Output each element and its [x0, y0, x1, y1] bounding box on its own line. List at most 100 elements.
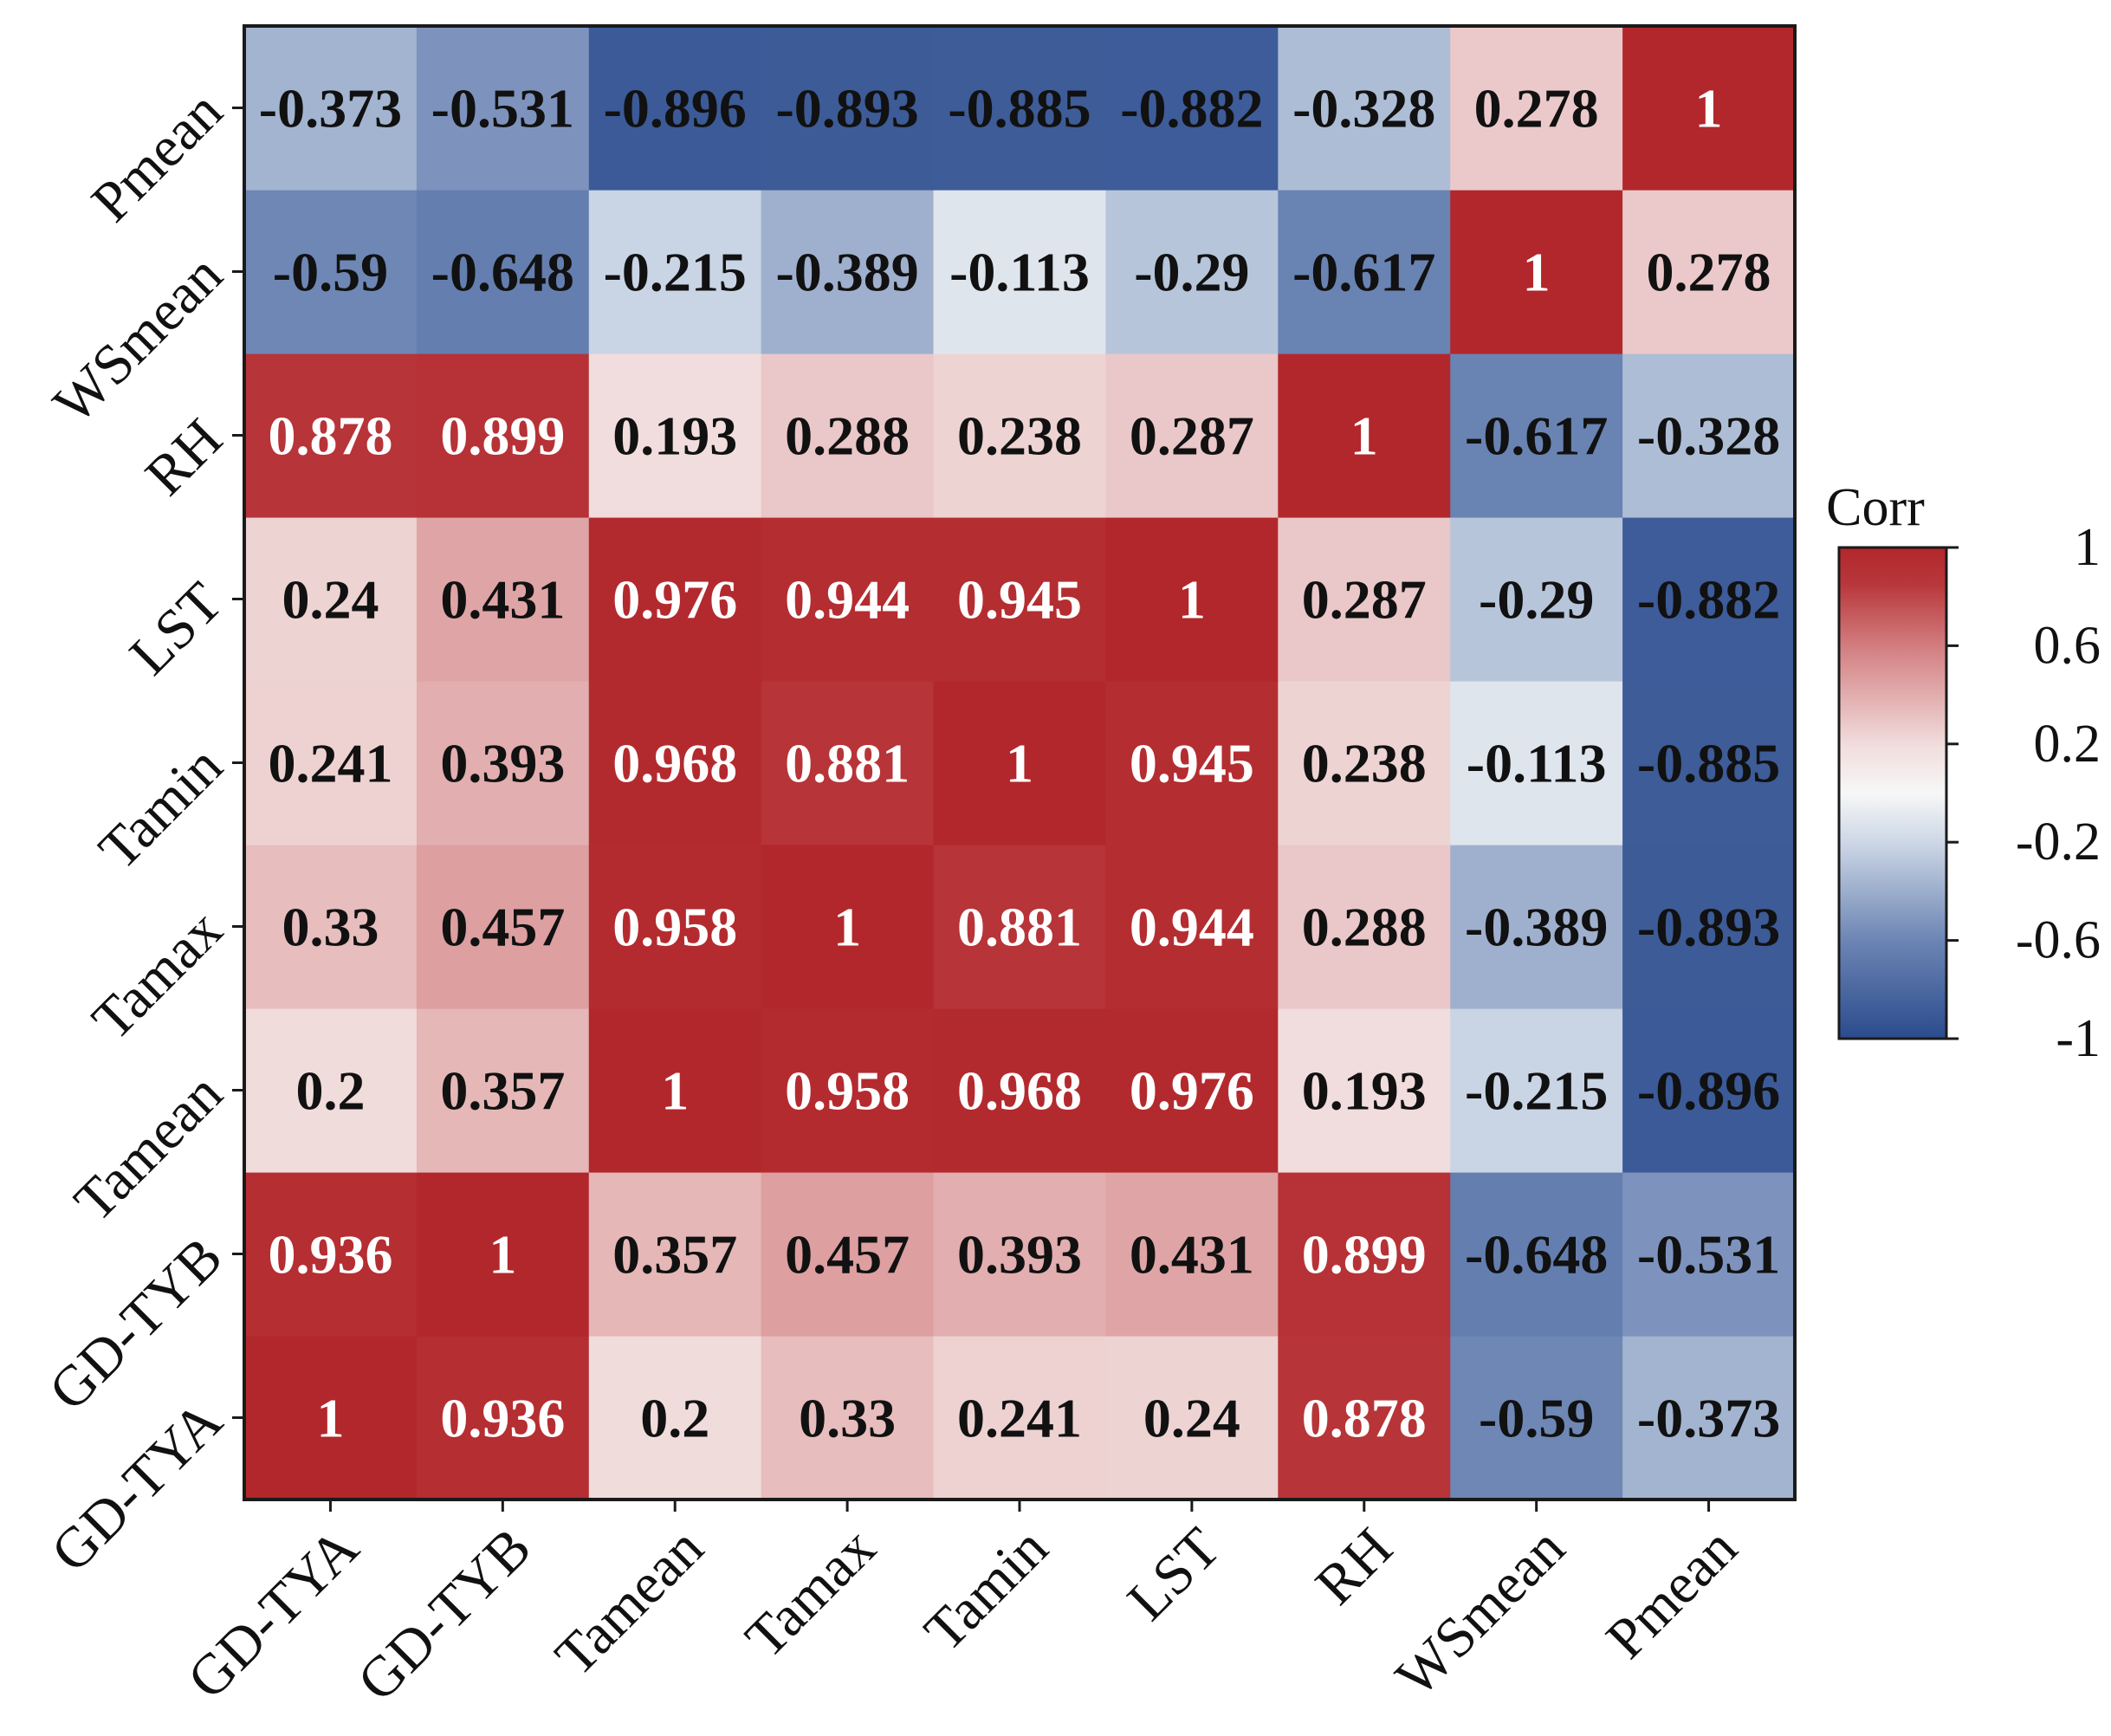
heatmap-cell-Tamax-WSmean — [1450, 845, 1623, 1009]
cell-value-label: -0.893 — [775, 78, 918, 139]
cell-value-label: 0.976 — [612, 569, 737, 631]
heatmap-cell-Tamax-Pmean — [1622, 845, 1796, 1009]
heatmap-cell-Tamin-WSmean — [1450, 681, 1623, 845]
heatmap-cell-WSmean-Pmean — [1622, 190, 1796, 354]
heatmap-cell-Tamean-Tamin — [933, 1008, 1107, 1173]
heatmap-cell-Pmean-GD-TYB — [416, 26, 590, 191]
cell-value-label: 1 — [1178, 569, 1206, 631]
heatmap-cell-Tamin-LST — [1105, 681, 1279, 845]
cell-value-label: 0.936 — [268, 1224, 392, 1286]
colorbar-gradient — [1837, 546, 1948, 1040]
heatmap-cell-GD-TYB-GD-TYB — [416, 1172, 590, 1337]
cell-value-label: -0.389 — [1465, 897, 1608, 958]
cell-value-label: -0.648 — [431, 242, 574, 303]
cell-value-label: 0.958 — [785, 1060, 910, 1122]
y-tick-label-Tamin: Tamin — [87, 734, 234, 881]
heatmap-cell-LST-Tamean — [588, 517, 762, 682]
heatmap-cell-WSmean-Tamean — [588, 190, 762, 354]
heatmap-cell-Pmean-Pmean — [1622, 26, 1796, 191]
heatmap-cell-GD-TYB-Tamin — [933, 1172, 1107, 1337]
heatmap-cell-Pmean-GD-TYA — [244, 26, 418, 191]
x-tick-label-GD-TYA: GD-TYA — [176, 1516, 372, 1712]
cell-value-label: -0.113 — [1467, 733, 1607, 794]
y-tick-label-Tamax: Tamax — [81, 897, 235, 1052]
cell-value-label: 0.33 — [282, 897, 379, 958]
y-tick-label-GD-TYB: GD-TYB — [37, 1225, 235, 1422]
heatmap-cell-Tamax-Tamean — [588, 845, 762, 1009]
y-tick-label-Tamean: Tamean — [62, 1061, 235, 1234]
heatmap-cell-Tamin-Tamean — [588, 681, 762, 845]
cell-value-label: -0.373 — [1637, 1388, 1780, 1449]
colorbar-tick-label: -1 — [2056, 1009, 2101, 1068]
cell-value-label: 0.944 — [785, 569, 910, 631]
cell-value-label: 0.33 — [799, 1388, 896, 1449]
heatmap-cell-Tamean-RH — [1278, 1008, 1451, 1173]
cell-value-label: -0.328 — [1292, 78, 1435, 139]
colorbar-title: Corr — [1826, 478, 1925, 537]
cell-value-label: 0.288 — [1302, 897, 1427, 958]
heatmap-cell-GD-TYB-WSmean — [1450, 1172, 1623, 1337]
colorbar-tick-label: -0.6 — [2016, 911, 2101, 970]
cell-value-label: 0.968 — [612, 733, 737, 794]
cell-value-label: 0.945 — [1130, 733, 1254, 794]
heatmap-cell-WSmean-GD-TYA — [244, 190, 418, 354]
cell-value-label: 0.238 — [1302, 733, 1427, 794]
colorbar-legend: Corr 1 0.6 0.2 -0.2 -0.6 -1 — [1826, 478, 2101, 1068]
heatmap-cell-LST-GD-TYA — [244, 517, 418, 682]
heatmap-cell-LST-GD-TYB — [416, 517, 590, 682]
heatmap-cell-Tamax-Tamin — [933, 845, 1107, 1009]
cell-value-label: 0.278 — [1474, 78, 1599, 139]
cell-value-label: 0.287 — [1302, 569, 1427, 631]
heatmap-cell-WSmean-LST — [1105, 190, 1279, 354]
cell-value-label: 0.288 — [785, 405, 910, 467]
y-tick-label-LST: LST — [118, 570, 235, 687]
cell-value-label: -0.882 — [1120, 78, 1263, 139]
heatmap-cell-RH-GD-TYB — [416, 353, 590, 518]
x-tick-label-Tamin: Tamin — [912, 1516, 1059, 1663]
heatmap-cell-RH-LST — [1105, 353, 1279, 518]
x-tick-label-Pmean: Pmean — [1595, 1516, 1750, 1671]
heatmap-cell-RH-Tamax — [761, 353, 935, 518]
cell-value-label: -0.328 — [1637, 405, 1780, 467]
heatmap-cell-Tamin-Tamin — [933, 681, 1107, 845]
heatmap-cell-Tamean-GD-TYB — [416, 1008, 590, 1173]
heatmap-cell-RH-GD-TYA — [244, 353, 418, 518]
heatmap-cell-WSmean-RH — [1278, 190, 1451, 354]
heatmap-cell-labels: 1 0.936 0.2 0.33 0.241 0.24 0.878 -0.59 -0.3730.… — [259, 78, 1780, 1449]
heatmap-cell-WSmean-GD-TYB — [416, 190, 590, 354]
heatmap-cell-Pmean-RH — [1278, 26, 1451, 191]
cell-value-label: 0.193 — [1302, 1060, 1427, 1122]
heatmap-cell-GD-TYB-Tamean — [588, 1172, 762, 1337]
heatmap-cell-LST-Tamax — [761, 517, 935, 682]
cell-value-label: 1 — [489, 1224, 516, 1286]
heatmap-cell-GD-TYA-Pmean — [1622, 1336, 1796, 1500]
cell-value-label: 0.881 — [785, 733, 910, 794]
cell-value-label: -0.215 — [1465, 1060, 1608, 1122]
cell-value-label: -0.59 — [273, 242, 388, 303]
y-tick-label-WSmean: WSmean — [42, 243, 235, 436]
cell-value-label: -0.885 — [948, 78, 1091, 139]
cell-value-label: -0.531 — [1637, 1224, 1780, 1286]
cell-value-label: -0.885 — [1637, 733, 1780, 794]
x-tick-label-WSmean: WSmean — [1384, 1516, 1577, 1709]
heatmap-cell-GD-TYA-Tamean — [588, 1336, 762, 1500]
heatmap-cell-Tamax-RH — [1278, 845, 1451, 1009]
heatmap-cell-RH-WSmean — [1450, 353, 1623, 518]
heatmap-cell-Tamin-GD-TYB — [416, 681, 590, 845]
heatmap-cell-GD-TYB-Tamax — [761, 1172, 935, 1337]
cell-value-label: 0.287 — [1130, 405, 1254, 467]
cell-value-label: 0.936 — [440, 1388, 565, 1449]
heatmap-cell-Tamin-RH — [1278, 681, 1451, 845]
cell-value-label: -0.531 — [431, 78, 574, 139]
heatmap-cell-Tamean-Tamax — [761, 1008, 935, 1173]
heatmap-cell-Tamean-WSmean — [1450, 1008, 1623, 1173]
cell-value-label: -0.882 — [1637, 569, 1780, 631]
cell-value-label: 0.393 — [440, 733, 565, 794]
cell-value-label: 0.238 — [957, 405, 1082, 467]
cell-value-label: -0.389 — [775, 242, 918, 303]
heatmap-cell-LST-RH — [1278, 517, 1451, 682]
y-tick-label-GD-TYA: GD-TYA — [39, 1389, 235, 1584]
heatmap-cell-LST-LST — [1105, 517, 1279, 682]
cell-value-label: 0.431 — [440, 569, 565, 631]
